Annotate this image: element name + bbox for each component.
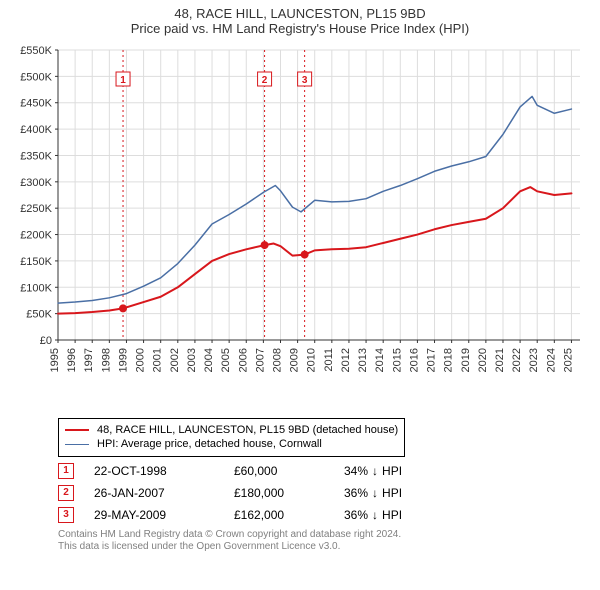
event-marker: 2 (58, 485, 74, 501)
chart: £0 £50K £100K £150K £200K £250K £300K £350K £400… (10, 40, 590, 410)
svg-text:2024: 2024 (545, 348, 557, 372)
event-marker: 1 (58, 463, 74, 479)
event-pct: 36% ↓ HPI (344, 486, 402, 500)
down-arrow-icon: ↓ (372, 464, 378, 478)
svg-text:2004: 2004 (203, 348, 215, 372)
svg-text:2016: 2016 (408, 348, 420, 372)
event-date: 26-JAN-2007 (94, 486, 214, 500)
svg-text:£500K: £500K (20, 71, 52, 83)
svg-text:£450K: £450K (20, 98, 52, 110)
svg-text:2009: 2009 (289, 348, 301, 372)
svg-text:£250K: £250K (20, 203, 52, 215)
svg-text:2006: 2006 (237, 348, 249, 372)
svg-text:2: 2 (262, 75, 268, 86)
svg-text:2001: 2001 (152, 348, 164, 372)
event-pct-hpi: HPI (382, 508, 402, 522)
footer-line-2: This data is licensed under the Open Gov… (58, 541, 580, 554)
svg-text:1996: 1996 (66, 348, 78, 372)
svg-text:1: 1 (120, 75, 126, 86)
price-chart-card: 48, RACE HILL, LAUNCESTON, PL15 9BD Pric… (0, 0, 600, 590)
sale-event-row: 1 22-OCT-1998 £60,000 34% ↓ HPI (58, 463, 580, 479)
legend-swatch (65, 444, 89, 445)
svg-text:£550K: £550K (20, 45, 52, 57)
svg-text:2000: 2000 (135, 348, 147, 372)
chart-svg: £0 £50K £100K £150K £200K £250K £300K £350K £400… (10, 40, 590, 410)
event-pct-hpi: HPI (382, 464, 402, 478)
event-date: 29-MAY-2009 (94, 508, 214, 522)
event-pct: 34% ↓ HPI (344, 464, 402, 478)
footer-line-1: Contains HM Land Registry data © Crown c… (58, 529, 580, 542)
title-block: 48, RACE HILL, LAUNCESTON, PL15 9BD Pric… (10, 6, 590, 36)
svg-text:2010: 2010 (306, 348, 318, 372)
svg-text:2013: 2013 (357, 348, 369, 372)
svg-text:2022: 2022 (511, 348, 523, 372)
event-marker: 3 (58, 507, 74, 523)
title-address: 48, RACE HILL, LAUNCESTON, PL15 9BD (10, 6, 590, 21)
legend-label: HPI: Average price, detached house, Corn… (97, 437, 322, 451)
event-pct-value: 36% (344, 486, 368, 500)
svg-text:2012: 2012 (340, 348, 352, 372)
svg-text:1999: 1999 (117, 348, 129, 372)
footer: Contains HM Land Registry data © Crown c… (58, 529, 580, 554)
down-arrow-icon: ↓ (372, 486, 378, 500)
svg-text:2007: 2007 (254, 348, 266, 372)
svg-text:2018: 2018 (443, 348, 455, 372)
event-pct-value: 36% (344, 508, 368, 522)
event-date: 22-OCT-1998 (94, 464, 214, 478)
svg-text:2021: 2021 (494, 348, 506, 372)
event-pct-hpi: HPI (382, 486, 402, 500)
legend-swatch (65, 429, 89, 431)
legend: 48, RACE HILL, LAUNCESTON, PL15 9BD (det… (58, 418, 405, 457)
svg-text:2008: 2008 (271, 348, 283, 372)
event-pct-value: 34% (344, 464, 368, 478)
svg-text:2011: 2011 (323, 348, 335, 372)
event-price: £180,000 (234, 486, 324, 500)
title-subtitle: Price paid vs. HM Land Registry's House … (10, 21, 590, 36)
sale-event-row: 2 26-JAN-2007 £180,000 36% ↓ HPI (58, 485, 580, 501)
svg-text:2003: 2003 (186, 348, 198, 372)
svg-text:1998: 1998 (100, 348, 112, 372)
legend-row: 48, RACE HILL, LAUNCESTON, PL15 9BD (det… (65, 423, 398, 437)
sale-event-row: 3 29-MAY-2009 £162,000 36% ↓ HPI (58, 507, 580, 523)
svg-text:3: 3 (302, 75, 308, 86)
svg-text:2025: 2025 (562, 348, 574, 372)
svg-text:2015: 2015 (391, 348, 403, 372)
svg-text:£300K: £300K (20, 177, 52, 189)
svg-text:£150K: £150K (20, 256, 52, 268)
svg-text:2019: 2019 (460, 348, 472, 372)
svg-text:2005: 2005 (220, 348, 232, 372)
svg-text:1997: 1997 (83, 348, 95, 372)
event-pct: 36% ↓ HPI (344, 508, 402, 522)
event-price: £60,000 (234, 464, 324, 478)
svg-text:£200K: £200K (20, 230, 52, 242)
svg-text:£400K: £400K (20, 124, 52, 136)
svg-text:2017: 2017 (426, 348, 438, 372)
svg-text:2023: 2023 (528, 348, 540, 372)
svg-text:£0: £0 (40, 335, 52, 347)
sale-events: 1 22-OCT-1998 £60,000 34% ↓ HPI 2 26-JAN-2007 £1… (58, 463, 580, 523)
svg-text:2020: 2020 (477, 348, 489, 372)
svg-text:2002: 2002 (169, 348, 181, 372)
svg-text:2014: 2014 (374, 348, 386, 372)
svg-text:£50K: £50K (26, 309, 52, 321)
svg-text:£100K: £100K (20, 282, 52, 294)
svg-text:1995: 1995 (49, 348, 61, 372)
legend-row: HPI: Average price, detached house, Corn… (65, 437, 398, 451)
event-price: £162,000 (234, 508, 324, 522)
svg-text:£350K: £350K (20, 150, 52, 162)
legend-label: 48, RACE HILL, LAUNCESTON, PL15 9BD (det… (97, 423, 398, 437)
down-arrow-icon: ↓ (372, 508, 378, 522)
